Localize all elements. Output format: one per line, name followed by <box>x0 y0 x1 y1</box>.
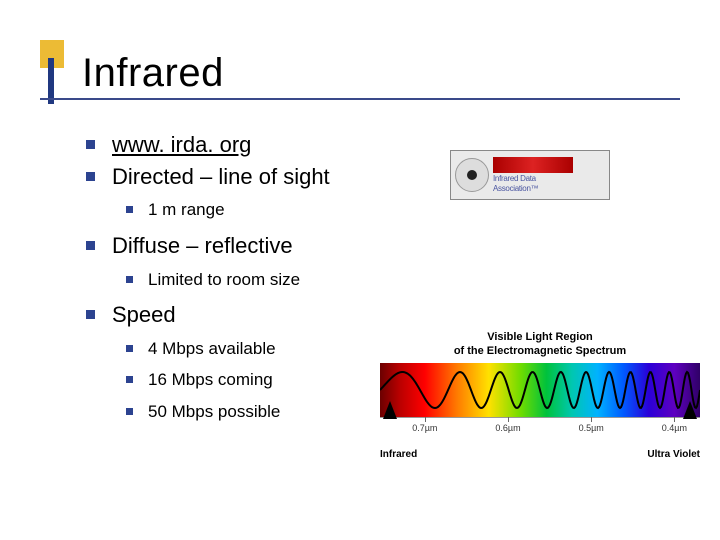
square-bullet-icon <box>86 172 95 181</box>
spectrum-tick-label: 0.7µm <box>412 423 437 433</box>
spectrum-axis: 0.7µm 0.6µm 0.5µm 0.4µm <box>380 417 700 437</box>
spectrum-figure: Visible Light Region of the Electromagne… <box>380 330 700 467</box>
irda-logo: Infrared Data Association™ <box>450 150 610 200</box>
square-bullet-icon <box>126 276 133 283</box>
bullet-text: 16 Mbps coming <box>148 370 273 389</box>
sub-bullet-roomsize: Limited to room size <box>126 267 426 293</box>
bullet-text: 50 Mbps possible <box>148 402 280 421</box>
irda-caption1: Infrared Data <box>493 174 573 183</box>
bullet-text: Limited to room size <box>148 270 300 289</box>
title-decor <box>40 40 74 96</box>
square-bullet-icon <box>126 408 133 415</box>
irda-link[interactable]: www. irda. org <box>112 132 251 157</box>
spectrum-wave <box>380 363 700 417</box>
spectrum-title-line1: Visible Light Region <box>487 331 593 343</box>
spectrum-tick-label: 0.4µm <box>662 423 687 433</box>
bullet-text: Diffuse – reflective <box>112 233 293 258</box>
bullet-speed: Speed <box>86 300 426 330</box>
bullet-text: Speed <box>112 302 176 327</box>
sub-bullet-range: 1 m range <box>126 197 426 223</box>
square-bullet-icon <box>126 376 133 383</box>
spectrum-tick-label: 0.6µm <box>495 423 520 433</box>
irda-eye-icon <box>455 158 489 192</box>
title-block: Infrared <box>40 40 224 96</box>
spectrum-band <box>380 363 700 417</box>
bullet-text: 1 m range <box>148 200 225 219</box>
spectrum-labels: Infrared Ultra Violet <box>380 449 700 467</box>
spectrum-title: Visible Light Region of the Electromagne… <box>380 330 700 359</box>
content-area: www. irda. org Directed – line of sight … <box>86 130 426 430</box>
irda-caption2: Association™ <box>493 184 573 193</box>
bullet-text: Directed – line of sight <box>112 164 330 189</box>
irda-red-bar <box>493 157 573 173</box>
bullet-diffuse: Diffuse – reflective <box>86 231 426 261</box>
square-bullet-icon <box>126 345 133 352</box>
square-bullet-icon <box>86 140 95 149</box>
bullet-directed: Directed – line of sight <box>86 162 426 192</box>
infrared-label: Infrared <box>380 449 417 460</box>
spectrum-title-line2: of the Electromagnetic Spectrum <box>454 345 626 357</box>
square-bullet-icon <box>86 241 95 250</box>
bullet-text: 4 Mbps available <box>148 339 276 358</box>
title-underline <box>40 98 680 100</box>
square-bullet-icon <box>86 310 95 319</box>
arrow-up-icon <box>683 401 697 419</box>
arrow-up-icon <box>383 401 397 419</box>
spectrum-tick-label: 0.5µm <box>579 423 604 433</box>
square-bullet-icon <box>126 206 133 213</box>
uv-label: Ultra Violet <box>647 449 700 460</box>
bullet-irda-link: www. irda. org <box>86 130 426 160</box>
irda-logo-text: Infrared Data Association™ <box>493 157 573 193</box>
slide-title: Infrared <box>82 51 224 96</box>
